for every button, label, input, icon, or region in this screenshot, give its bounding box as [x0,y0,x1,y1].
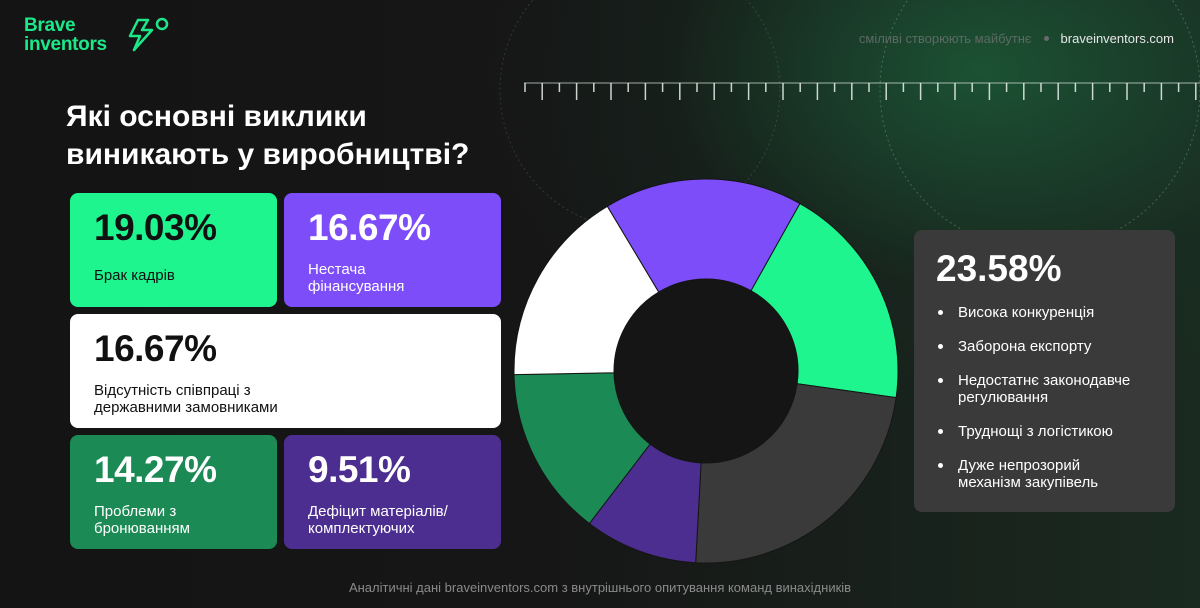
tagline: сміливі створюють майбутнє [858,31,1032,46]
stat-label: Дефіцит матеріалів/ комплектуючих [308,503,477,537]
list-item-text: регулювання [958,389,1049,406]
other-challenges-panel: 23.58% Висока конкуренція Заборона експо… [914,230,1175,512]
list-item-text: Заборона експорту [958,338,1092,355]
stat-label-line: Брак кадрів [94,267,175,284]
stat-label: Проблеми з бронюванням [94,503,253,537]
stat-card-reservation: 14.27% Проблеми з бронюванням [70,435,277,549]
donut-hole [614,279,798,463]
stat-card-staff-shortage: 19.03% Брак кадрів [70,193,277,307]
page-title: Які основні виклики виникають у виробниц… [66,98,506,174]
stat-label: Брак кадрів [94,267,253,284]
lightning-bolt-icon [128,17,169,52]
list-item: Труднощі з логістикою [936,423,1155,440]
list-item: Заборона експорту [936,338,1155,355]
stat-card-state-cooperation: 16.67% Відсутність співпраці з державним… [70,314,501,428]
header-right: сміливі створюють майбутнє braveinventor… [859,31,1174,46]
list-item: Недостатнє законодавче регулювання [936,372,1155,406]
stat-label: Нестача фінансування [308,261,477,295]
title-line2: виникають у виробництві? [66,138,470,171]
stat-value: 16.67% [94,328,217,369]
stat-label: Відсутність співпраці з державними замов… [94,382,477,416]
logo-line1: Brave [24,15,76,36]
separator-dot [1043,36,1049,41]
stat-label-line: фінансування [308,278,405,295]
list-item-text: Недостатнє законодавче [958,372,1131,389]
stat-label-line: бронюванням [94,520,190,537]
title-line1: Які основні виклики [66,100,367,133]
stat-label-line: Нестача [308,261,366,278]
stat-label-line: державними замовниками [94,399,278,416]
stat-value: 23.58% [936,248,1062,289]
list-item-text: Дуже непрозорий [958,457,1081,474]
stat-card-materials: 9.51% Дефіцит матеріалів/ комплектуючих [284,435,501,549]
list-item: Дуже непрозорий механізм закупівель [936,457,1155,491]
challenges-list: Висока конкуренція Заборона експорту Нед… [936,304,1155,491]
stat-label-line: Дефіцит матеріалів/ [308,503,448,520]
stat-value: 9.51% [308,449,411,490]
logo-line2: inventors [24,34,107,55]
list-item-text: Висока конкуренція [958,304,1095,321]
stat-value: 16.67% [308,207,431,248]
stat-label-line: Відсутність співпраці з [94,382,251,399]
stat-label-line: Проблеми з [94,503,177,520]
stat-value: 14.27% [94,449,217,490]
site-link[interactable]: braveinventors.com [1060,31,1174,46]
stat-label-line: комплектуючих [308,520,415,537]
stat-card-funding: 16.67% Нестача фінансування [284,193,501,307]
footer-note: Аналітичні дані braveinventors.com з вну… [348,580,852,595]
stat-value: 19.03% [94,207,217,248]
list-item: Висока конкуренція [936,304,1155,321]
brand-logo[interactable]: Brave inventors [24,16,107,54]
list-item-text: механізм закупівель [958,474,1099,491]
list-item-text: Труднощі з логістикою [958,423,1113,440]
